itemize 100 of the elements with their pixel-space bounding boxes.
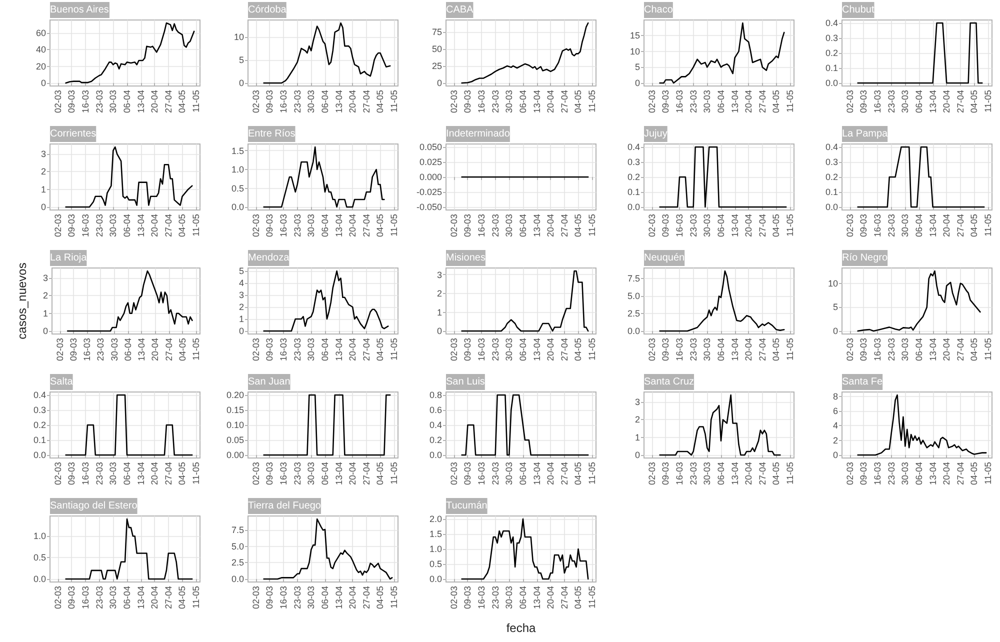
x-tick-label: 02-03	[646, 90, 657, 114]
chart-title: Chaco	[644, 4, 674, 16]
x-tick-label: 30-03	[504, 462, 514, 486]
x-tick-label: 20-04	[942, 90, 952, 114]
y-tick-label: 0	[40, 202, 46, 212]
x-tick-label: 04-05	[771, 90, 782, 114]
chart-title: Mendoza	[248, 252, 290, 264]
x-tick-label: 11-05	[983, 338, 994, 360]
x-tick-label: 20-04	[942, 338, 952, 362]
x-tick-label: 02-03	[844, 90, 855, 114]
x-tick-label: 27-04	[955, 462, 966, 486]
x-tick-label: 23-03	[688, 462, 698, 486]
x-tick-label: 06-04	[320, 586, 330, 610]
x-tick-label: 09-03	[264, 586, 275, 610]
x-tick-label: 16-03	[476, 338, 487, 362]
x-tick-label: 09-03	[66, 90, 77, 114]
x-tick-label: 02-03	[844, 214, 855, 238]
x-tick-label: 27-04	[361, 90, 372, 114]
line-series	[461, 518, 589, 580]
line-series	[263, 22, 391, 84]
y-tick-label: 1	[42, 308, 48, 318]
y-tick-label: 2	[832, 435, 838, 446]
x-tick-label: 02-03	[250, 338, 261, 362]
x-tick-label: 04-05	[573, 90, 584, 114]
x-tick-label: 27-04	[757, 338, 768, 362]
x-tick-label: 23-03	[886, 214, 896, 238]
y-tick-label: 75	[432, 26, 442, 37]
x-tick-label: 04-05	[969, 214, 980, 238]
x-tick-label: 16-03	[80, 214, 91, 238]
x-tick-label: 27-04	[559, 90, 570, 114]
y-tick-label: 1	[40, 184, 46, 194]
x-tick-label: 27-04	[164, 338, 174, 362]
x-tick-label: 30-03	[900, 214, 910, 238]
y-tick-label: 0.6	[429, 405, 442, 415]
x-tick-label: 20-04	[942, 214, 952, 238]
x-tick-label: 04-05	[969, 462, 980, 486]
x-tick-label: 27-04	[361, 214, 372, 238]
x-tick-label: 16-03	[674, 214, 685, 238]
x-tick-label: 13-04	[136, 462, 146, 486]
x-tick-label: 27-04	[163, 90, 174, 114]
x-tick-label: 11-05	[587, 338, 598, 360]
x-tick-label: 20-04	[546, 586, 556, 610]
y-tick-label: 0.000	[419, 172, 442, 182]
x-tick-label: 04-05	[771, 338, 782, 362]
x-tick-label: 16-03	[674, 338, 685, 362]
y-tick-label: -0.050	[416, 202, 442, 212]
y-tick-label: 7.5	[627, 274, 640, 284]
y-tick-label: 0	[238, 78, 244, 88]
y-tick-label: 1	[634, 432, 640, 442]
x-tick-label: 02-03	[52, 586, 63, 610]
line-series	[263, 146, 385, 208]
x-tick-label: 16-03	[278, 338, 289, 362]
y-tick-label: 5.0	[231, 541, 244, 552]
x-tick-label: 27-04	[757, 90, 768, 114]
chart-title: Chubut	[842, 4, 874, 16]
x-tick-label: 30-03	[504, 214, 514, 238]
y-tick-label: 0.0	[627, 202, 640, 212]
y-tick-label: 1	[436, 307, 442, 318]
x-tick-label: 20-04	[348, 462, 358, 486]
x-tick-label: 20-04	[942, 462, 952, 486]
line-series	[659, 22, 785, 84]
x-tick-label: 04-05	[375, 338, 386, 362]
x-tick-label: 02-03	[250, 214, 261, 238]
x-tick-label: 04-05	[771, 214, 782, 238]
x-tick-label: 04-05	[375, 90, 386, 114]
y-tick-label: 0.050	[419, 142, 442, 152]
y-tick-label: 0.3	[825, 33, 838, 43]
line-series	[461, 22, 589, 84]
x-tick-label: 27-04	[559, 338, 570, 362]
y-tick-label: 0.1	[627, 187, 640, 197]
x-tick-label: 13-04	[136, 214, 146, 238]
x-tick-label: 23-03	[96, 338, 106, 362]
x-tick-label: 04-05	[573, 338, 584, 362]
y-tick-label: 0	[634, 450, 640, 460]
x-tick-label: 09-03	[858, 214, 869, 238]
x-tick-label: 16-03	[278, 90, 289, 114]
x-tick-label: 23-03	[688, 338, 698, 362]
x-tick-label: 02-03	[250, 462, 261, 486]
x-tick-label: 20-04	[546, 214, 556, 238]
x-tick-label: 27-04	[361, 586, 372, 610]
x-tick-label: 13-04	[730, 214, 740, 238]
x-tick-label: 09-03	[264, 90, 275, 114]
x-tick-label: 02-03	[52, 214, 63, 238]
x-tick-label: 04-05	[177, 462, 188, 486]
x-tick-label: 30-03	[108, 462, 118, 486]
x-tick-label: 11-05	[389, 462, 400, 484]
x-tick-label: 13-04	[928, 338, 938, 362]
x-tick-label: 30-03	[900, 462, 910, 486]
x-tick-label: 23-03	[886, 90, 896, 114]
y-tick-label: 50	[432, 44, 442, 54]
x-tick-label: 20-04	[546, 90, 556, 114]
x-tick-label: 27-04	[955, 338, 966, 362]
x-tick-label: 23-03	[490, 90, 500, 114]
y-tick-label: 4	[238, 278, 244, 288]
x-tick-label: 11-05	[587, 214, 598, 236]
x-tick-label: 27-04	[955, 90, 966, 114]
y-tick-label: 0.3	[33, 405, 46, 415]
x-tick-label: 16-03	[82, 338, 92, 362]
x-tick-label: 11-05	[587, 586, 598, 608]
x-tick-label: 09-03	[66, 462, 77, 486]
